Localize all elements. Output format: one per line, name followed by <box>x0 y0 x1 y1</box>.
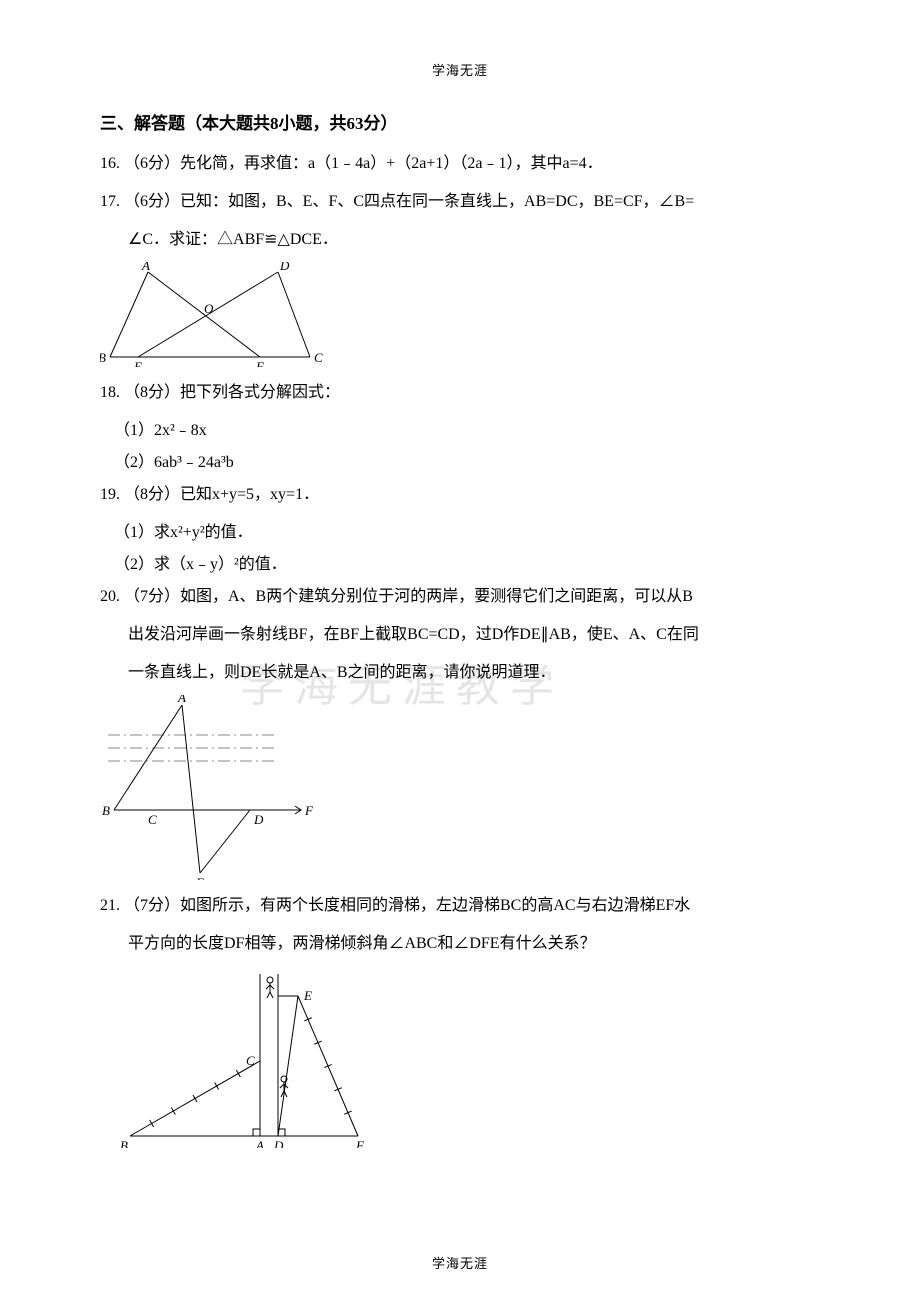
svg-text:E: E <box>133 359 142 367</box>
problem-19-2: （2）求（x﹣y）²的值． <box>100 549 820 581</box>
svg-text:C: C <box>246 1053 255 1068</box>
svg-text:D: D <box>253 812 264 827</box>
problem-20-line1: 20. （7分）如图，A、B两个建筑分别位于河的两岸，要测得它们之间距离，可以从… <box>100 581 820 613</box>
svg-text:B: B <box>100 350 106 365</box>
problem-21-line1: 21. （7分）如图所示，有两个长度相同的滑梯，左边滑梯BC的高AC与右边滑梯E… <box>100 890 820 922</box>
figure-20: A B C D F E <box>100 695 315 880</box>
svg-text:F: F <box>355 1138 365 1148</box>
problem-17-line1: 17. （6分）已知：如图，B、E、F、C四点在同一条直线上，AB=DC，BE=… <box>100 186 820 218</box>
problem-16: 16. （6分）先化简，再求值：a（1﹣4a）+（2a+1）（2a﹣1），其中a… <box>100 148 820 180</box>
svg-text:C: C <box>314 350 323 365</box>
page-footer: 学海无涯 <box>0 1253 920 1272</box>
problem-21-line2: 平方向的长度DF相等，两滑梯倾斜角∠ABC和∠DFE有什么关系？ <box>100 928 820 960</box>
problem-18-1: （1）2x²﹣8x <box>100 415 820 447</box>
svg-text:D: D <box>279 262 290 273</box>
svg-text:F: F <box>304 803 314 818</box>
problem-19: 19. （8分）已知x+y=5，xy=1． <box>100 479 820 511</box>
svg-text:B: B <box>102 803 110 818</box>
problem-20-line3: 一条直线上，则DE长就是A、B之间的距离，请你说明道理． <box>100 657 820 689</box>
svg-text:A: A <box>255 1138 264 1148</box>
svg-text:A: A <box>177 695 186 705</box>
svg-text:E: E <box>195 875 204 880</box>
problem-19-1: （1）求x²+y²的值． <box>100 517 820 549</box>
svg-text:D: D <box>273 1138 284 1148</box>
problem-17-line2: ∠C．求证：△ABF≌△DCE． <box>100 224 820 256</box>
figure-17: A D B E F C O <box>100 262 325 367</box>
problem-18-2: （2）6ab³﹣24a³b <box>100 447 820 479</box>
problem-20-line2: 出发沿河岸画一条射线BF，在BF上截取BC=CD，过D作DE∥AB，使E、A、C… <box>100 619 820 651</box>
svg-text:A: A <box>141 262 150 273</box>
problem-18: 18. （8分）把下列各式分解因式： <box>100 377 820 409</box>
svg-text:F: F <box>255 359 265 367</box>
section-heading: 三、解答题（本大题共8小题，共63分） <box>100 109 820 134</box>
svg-text:O: O <box>204 301 214 316</box>
page-header: 学海无涯 <box>100 60 820 79</box>
svg-text:E: E <box>303 988 312 1003</box>
svg-text:C: C <box>148 812 157 827</box>
svg-text:B: B <box>120 1138 128 1148</box>
figure-21: B AD F C E <box>120 966 368 1148</box>
